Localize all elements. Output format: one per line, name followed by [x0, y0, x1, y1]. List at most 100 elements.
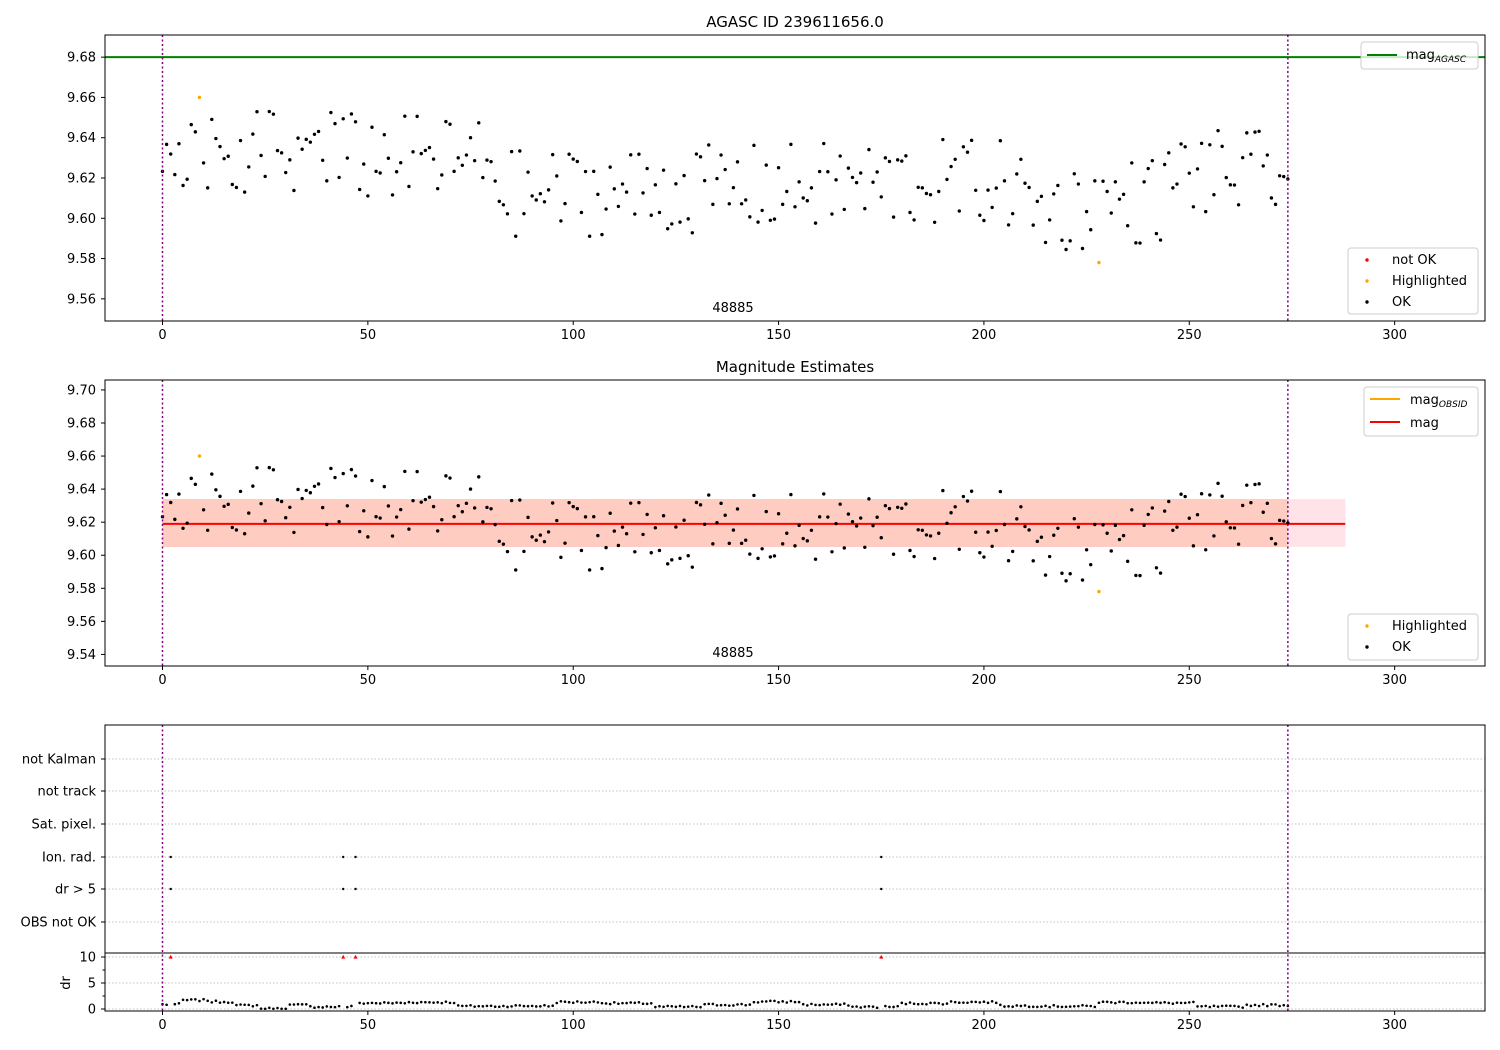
- ok-point: [579, 548, 584, 553]
- ok-point: [370, 125, 374, 129]
- dr-tick-label-0: 0: [88, 1003, 96, 1018]
- dr-point: [982, 1000, 986, 1004]
- flag-row-label: not Kalman: [22, 753, 96, 768]
- dr-point: [1274, 1003, 1277, 1006]
- y-tick-label-9.68: 9.68: [67, 416, 96, 431]
- dr-point: [506, 1005, 509, 1009]
- ok-point: [1269, 196, 1274, 200]
- ok-point: [624, 190, 629, 194]
- ok-point: [1277, 518, 1282, 523]
- dr-point: [674, 1005, 678, 1009]
- dr-point: [711, 1002, 715, 1006]
- agasc-scatter-points: [160, 95, 1290, 265]
- ok-point: [1027, 528, 1031, 532]
- ok-point: [456, 156, 460, 160]
- ok-point: [629, 153, 633, 157]
- ok-point: [682, 518, 686, 522]
- dr-y-axis: 0 5 10: [79, 951, 105, 1018]
- ok-point: [1179, 492, 1183, 496]
- ok-point: [875, 170, 879, 174]
- ok-point: [702, 522, 707, 527]
- ok-point: [916, 528, 920, 532]
- ok-point: [345, 504, 350, 508]
- legend-ok-marker: [1365, 300, 1369, 304]
- dr-point: [859, 1006, 863, 1009]
- ok-point: [353, 474, 358, 478]
- ok-point: [1006, 558, 1011, 563]
- dr-point: [1220, 1004, 1224, 1008]
- dr-point: [539, 1005, 542, 1008]
- dr-point: [309, 1004, 312, 1008]
- ok-point: [838, 502, 842, 506]
- legend-ok-label-2: OK: [1392, 640, 1411, 655]
- ok-point: [542, 200, 547, 204]
- ok-point: [986, 530, 990, 534]
- y-tick-label-9.64: 9.64: [67, 131, 96, 146]
- ok-point: [1183, 494, 1187, 499]
- dr-point: [214, 999, 218, 1003]
- dr-point: [867, 1004, 871, 1008]
- ok-point: [744, 538, 748, 542]
- ok-point: [419, 151, 423, 156]
- dr-point: [329, 1005, 333, 1009]
- dr-point: [374, 1001, 378, 1005]
- ok-point: [407, 184, 411, 189]
- dr-point: [452, 1001, 456, 1005]
- ok-point: [698, 503, 703, 507]
- ok-point: [912, 554, 916, 559]
- magnitude-estimates-panel: Magnitude Estimates 9.54 9.56 9.58 9.60 9.62…: [67, 358, 1486, 688]
- dr-point: [740, 1002, 743, 1006]
- ok-point: [945, 177, 949, 182]
- ok-point: [394, 515, 399, 519]
- dr-point: [727, 1004, 731, 1007]
- y-tick-label-9.56: 9.56: [67, 615, 96, 630]
- ok-point: [399, 507, 403, 512]
- ok-point: [1052, 192, 1056, 196]
- dr-point: [424, 1000, 427, 1004]
- ok-point: [390, 193, 395, 197]
- flag-marker: [342, 887, 345, 891]
- ok-point: [912, 218, 916, 222]
- ok-point: [1282, 174, 1286, 179]
- ok-point: [1224, 520, 1228, 524]
- dr-point: [941, 1003, 945, 1006]
- flag-marker: [880, 887, 883, 891]
- legend-highlighted-label-2: Highlighted: [1392, 619, 1467, 634]
- ok-point: [978, 551, 982, 555]
- highlighted-point: [1097, 260, 1101, 265]
- ok-point: [177, 142, 181, 146]
- y-tick-label-9.54: 9.54: [67, 648, 96, 663]
- x-tick-label-50: 50: [360, 1018, 377, 1033]
- ok-point: [374, 515, 378, 519]
- ok-point: [850, 175, 855, 180]
- dr-point: [1175, 1001, 1179, 1004]
- dr-point: [703, 1002, 706, 1006]
- dr-point: [855, 1005, 858, 1008]
- dr-point: [296, 1002, 300, 1006]
- ok-point: [1109, 549, 1113, 553]
- ok-point: [411, 498, 415, 503]
- ok-point: [830, 212, 834, 216]
- dr-point: [744, 1003, 748, 1007]
- dr-point: [177, 1002, 181, 1005]
- ok-point: [1204, 548, 1208, 552]
- ok-point: [1199, 492, 1204, 496]
- ok-point: [641, 532, 645, 537]
- dr-point: [1064, 1005, 1068, 1009]
- legend-ok-label: OK: [1392, 295, 1411, 310]
- ok-point: [1134, 241, 1138, 245]
- dr-point: [921, 1002, 924, 1006]
- ok-point: [624, 532, 629, 536]
- ok-point: [1162, 509, 1167, 513]
- ok-point: [686, 554, 690, 558]
- dr-point: [1118, 1000, 1121, 1004]
- dr-point: [641, 1002, 645, 1006]
- ok-point: [1228, 183, 1233, 187]
- ok-point: [423, 497, 428, 502]
- x-tick-label-50: 50: [360, 673, 377, 688]
- ok-point: [279, 151, 284, 155]
- ok-point: [296, 136, 300, 140]
- ok-point: [567, 500, 571, 505]
- dr-point: [185, 998, 189, 1002]
- y-tick-label-9.66: 9.66: [67, 450, 96, 465]
